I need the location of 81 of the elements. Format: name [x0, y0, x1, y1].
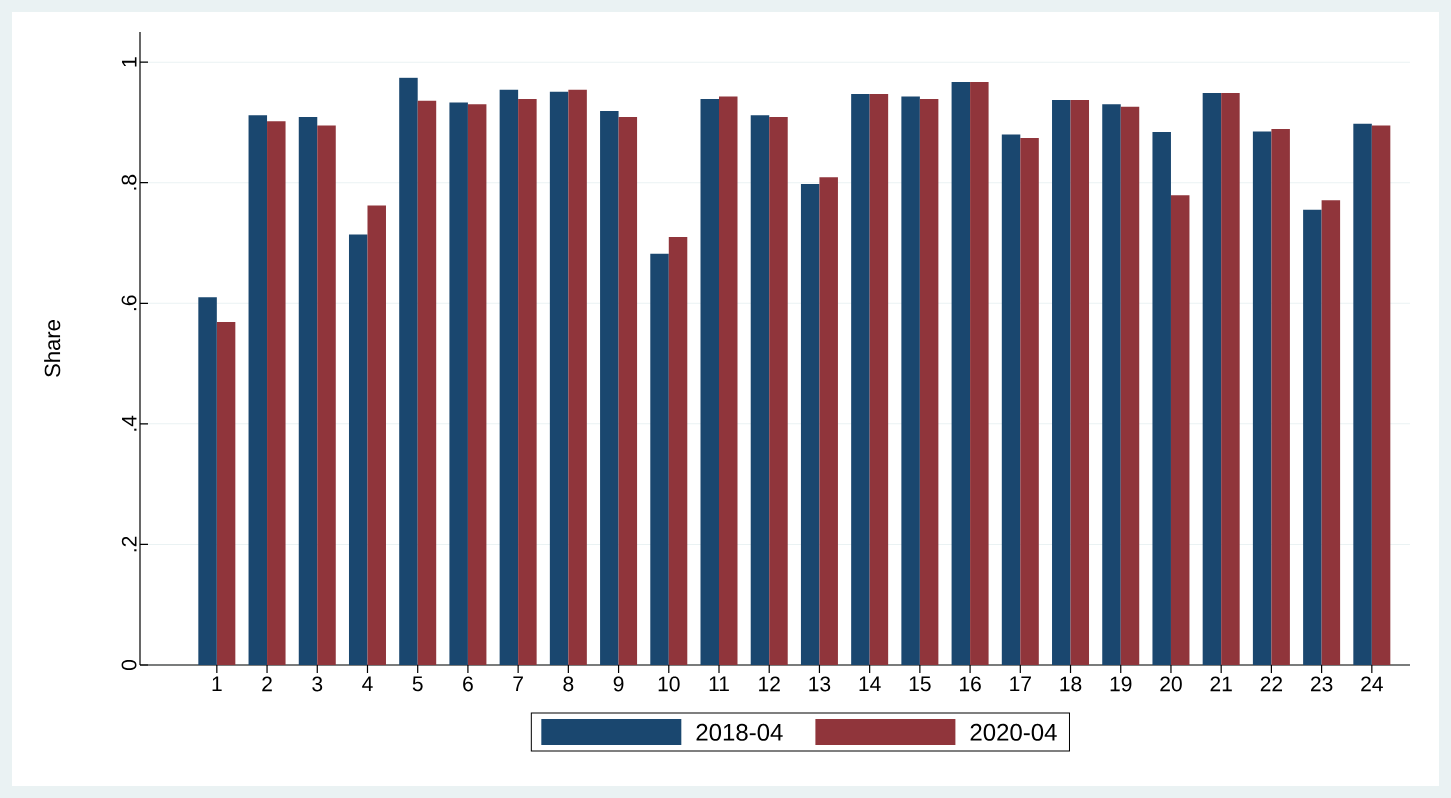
bar — [1303, 209, 1322, 665]
bar — [1070, 100, 1090, 665]
bar — [267, 121, 286, 665]
x-tick-label: 1 — [212, 676, 222, 691]
x-tick-label: 18 — [1060, 676, 1082, 692]
x-tick-label: 7 — [513, 676, 523, 691]
bar — [549, 91, 569, 665]
bar — [650, 253, 669, 665]
x-tick-label: 24 — [1361, 676, 1383, 692]
bar — [1252, 131, 1272, 665]
x-tick-label: 22 — [1260, 676, 1283, 692]
bar — [298, 117, 318, 665]
bar — [499, 89, 519, 665]
bar — [700, 98, 720, 665]
x-tick-label: 10 — [658, 676, 680, 692]
bar — [248, 115, 268, 665]
text: 2018-04 — [696, 723, 783, 741]
x-tick-label: 21 — [1210, 676, 1232, 692]
bar — [919, 98, 939, 665]
bar — [1170, 195, 1190, 665]
text: 2020-04 — [970, 723, 1057, 741]
x-tick-label: 19 — [1110, 676, 1132, 692]
y-tick-label: 0 — [121, 659, 137, 671]
bar — [851, 94, 870, 665]
bar — [216, 321, 236, 665]
bar — [819, 177, 838, 665]
y-tick-label: .6 — [121, 295, 137, 311]
y-tick-label: .4 — [122, 415, 137, 431]
bar — [518, 98, 537, 665]
x-tick-label: 14 — [859, 676, 881, 691]
bar — [1221, 92, 1240, 665]
bar — [951, 82, 971, 665]
bar — [1321, 200, 1341, 665]
bar — [970, 82, 989, 665]
bar — [1001, 134, 1021, 665]
bar — [568, 89, 587, 665]
x-tick-label: 17 — [1010, 676, 1031, 691]
bar — [1271, 129, 1290, 665]
bar — [600, 110, 619, 665]
bar — [1371, 125, 1391, 665]
bar — [1020, 138, 1039, 665]
bar — [1102, 104, 1121, 665]
x-tick-label: 16 — [960, 676, 981, 692]
bar — [1052, 100, 1071, 665]
x-tick-label: 12 — [759, 676, 780, 692]
x-tick-label: 20 — [1160, 676, 1182, 692]
x-tick-label: 5 — [412, 676, 423, 692]
bar — [1353, 123, 1372, 665]
bar — [1152, 132, 1171, 665]
x-tick-label: 6 — [463, 676, 473, 692]
x-tick-label: 3 — [312, 676, 323, 692]
x-tick-label: 4 — [362, 676, 373, 691]
bar — [367, 205, 386, 665]
x-tick-label: 2 — [262, 676, 272, 692]
bar — [719, 96, 738, 665]
bar — [668, 236, 688, 665]
bar — [901, 96, 920, 665]
x-tick-label: 13 — [809, 676, 831, 692]
x-tick-label: 9 — [613, 676, 624, 692]
y-tick-label: .2 — [121, 536, 137, 552]
bar — [467, 104, 487, 665]
bar — [198, 297, 217, 665]
x-tick-label: 23 — [1310, 676, 1333, 692]
bar — [417, 100, 437, 665]
x-tick-label: 11 — [709, 676, 729, 691]
bar — [449, 102, 468, 665]
bar — [317, 125, 336, 665]
bar — [1120, 106, 1140, 665]
bar — [618, 117, 638, 665]
y-tick-label: .8 — [121, 174, 137, 190]
bar — [1202, 92, 1222, 665]
y-axis-title: Share — [44, 320, 61, 377]
bar — [750, 115, 770, 665]
x-tick-label: 8 — [563, 676, 574, 692]
bar — [800, 183, 820, 665]
bar — [869, 94, 889, 665]
bar — [348, 234, 368, 665]
y-tick-label: 1 — [122, 57, 137, 67]
x-tick-label: 15 — [909, 676, 931, 692]
bar — [769, 117, 788, 665]
bar — [399, 77, 418, 665]
